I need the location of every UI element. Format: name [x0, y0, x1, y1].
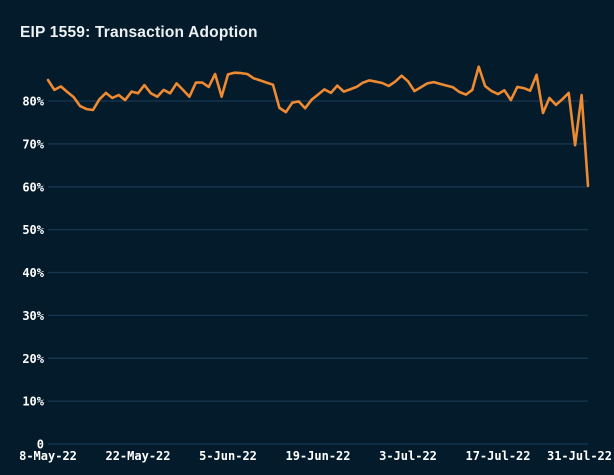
y-axis-tick-label: 60% — [22, 180, 44, 194]
x-axis-tick-label: 31-Jul-22 — [547, 449, 612, 463]
y-axis-tick-label: 20% — [22, 352, 44, 366]
x-axis-tick-label: 8-May-22 — [19, 449, 77, 463]
y-axis-tick-label: 80% — [22, 95, 44, 109]
x-axis-tick-label: 22-May-22 — [105, 449, 170, 463]
x-axis-tick-label: 3-Jul-22 — [379, 449, 437, 463]
y-axis-tick-label: 10% — [22, 395, 44, 409]
x-axis-tick-label: 5-Jun-22 — [199, 449, 257, 463]
adoption-line-series — [46, 65, 590, 188]
y-axis-tick-label: 0 — [37, 438, 44, 452]
x-axis-tick-label: 19-Jun-22 — [285, 449, 350, 463]
y-axis-tick-label: 40% — [22, 266, 44, 280]
x-axis-tick-label: 17-Jul-22 — [465, 449, 530, 463]
chart-title: EIP 1559: Transaction Adoption — [20, 24, 258, 41]
y-axis-tick-label: 70% — [22, 137, 44, 151]
y-axis-tick-label: 30% — [22, 309, 44, 323]
y-axis-tick-label: 50% — [22, 223, 44, 237]
